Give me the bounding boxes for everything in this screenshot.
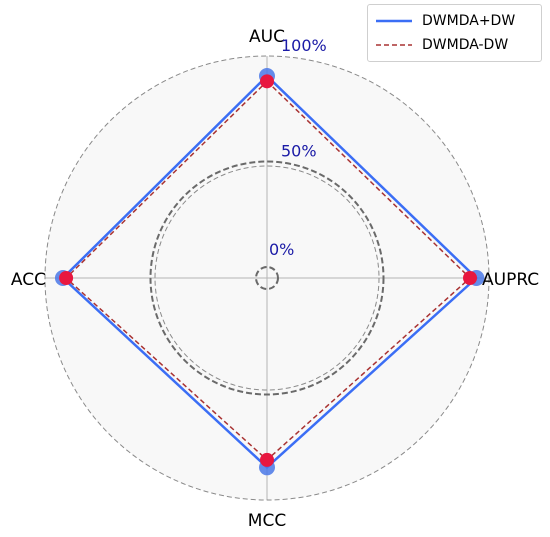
ring-label-50: 50% (281, 142, 317, 161)
radar-markers (54, 68, 485, 476)
outer-ring (44, 55, 490, 501)
ring-50 (149, 160, 385, 396)
legend-label-series-1: DWMDA+DW (422, 13, 516, 29)
axis-label-acc: ACC (11, 270, 46, 290)
ring-label-100: 100% (281, 36, 327, 55)
radar-grid (44, 55, 490, 501)
axis-label-mcc: MCC (248, 511, 286, 531)
legend-swatch-series-1 (376, 19, 412, 23)
marker-series-2-auc (260, 74, 274, 89)
ring-0 (255, 266, 279, 290)
legend-swatch-series-2 (376, 44, 412, 46)
legend-item-series-2: DWMDA-DW (376, 34, 508, 56)
legend-label-series-2: DWMDA-DW (422, 37, 509, 53)
mid-ring (154, 165, 380, 391)
legend: DWMDA+DW DWMDA-DW (367, 4, 542, 62)
marker-series-2-acc (59, 271, 74, 285)
axis-label-auc: AUC (249, 27, 285, 47)
radar-labels: AUC AUPRC MCC ACC 0% 50% 100% (11, 27, 539, 531)
marker-series-2-auprc (463, 271, 478, 285)
legend-item-series-1: DWMDA+DW (376, 10, 515, 32)
axis-label-auprc: AUPRC (482, 270, 539, 290)
ring-label-0: 0% (269, 240, 294, 259)
marker-series-2-mcc (260, 452, 274, 467)
